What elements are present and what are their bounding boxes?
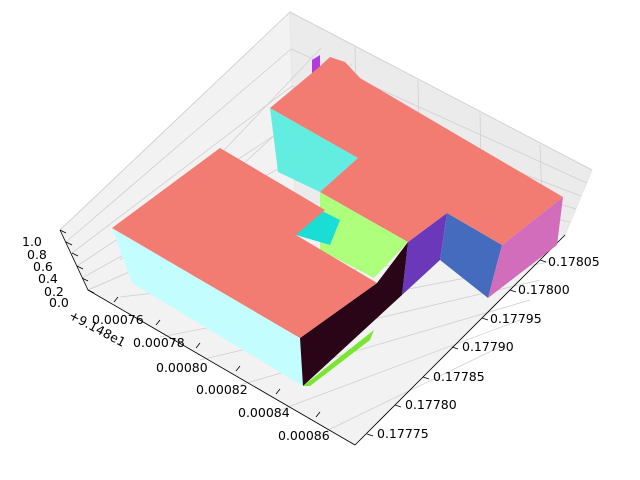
x-tick-label: 0.00080 (156, 360, 208, 375)
y-tick-label: 0.17775 (377, 426, 429, 441)
y-tick-label: 0.17795 (490, 311, 542, 326)
prisms (112, 55, 563, 386)
cyan-side-face (270, 108, 358, 192)
y-tick-label: 0.17800 (518, 282, 570, 297)
z-tick-label: 0.8 (27, 247, 47, 262)
y-ticks (366, 259, 547, 437)
x-tick-label: 0.00076 (92, 312, 144, 327)
z-tick-label: 1.0 (22, 234, 42, 249)
purple-side-face (402, 213, 447, 295)
teal-notch (296, 210, 340, 245)
front-left-top (112, 148, 377, 338)
x-tick-label: 0.00082 (196, 382, 248, 397)
z-tick-label: 0.4 (38, 271, 58, 286)
blue-side-face (440, 213, 502, 298)
y-tick-label: 0.17790 (462, 339, 514, 354)
y-tick-label: 0.17780 (405, 397, 457, 412)
left-block-front-face (112, 228, 303, 386)
x-ticks (113, 296, 321, 418)
x-tick-label: 0.00084 (238, 405, 290, 420)
green-side-face (320, 192, 408, 278)
x-tick-label: 0.00086 (278, 428, 330, 443)
back-right-top (270, 57, 563, 245)
bright-green-bit (303, 330, 374, 386)
z-axis-line (59, 229, 89, 291)
dark-side-face (300, 242, 408, 386)
y-axis-line (354, 234, 566, 446)
z-tick-label: 0.6 (33, 259, 53, 274)
y-tick-label: 0.17785 (433, 369, 485, 384)
x-tick-label: 0.00078 (133, 335, 185, 350)
z-tick-label: 0.2 (44, 284, 64, 299)
y-tick-label: 0.17805 (548, 254, 600, 269)
z-tick-label: 0.0 (49, 295, 69, 310)
x-axis-line (87, 289, 356, 446)
z-ticks (59, 229, 95, 294)
pink-side-face (488, 197, 563, 298)
